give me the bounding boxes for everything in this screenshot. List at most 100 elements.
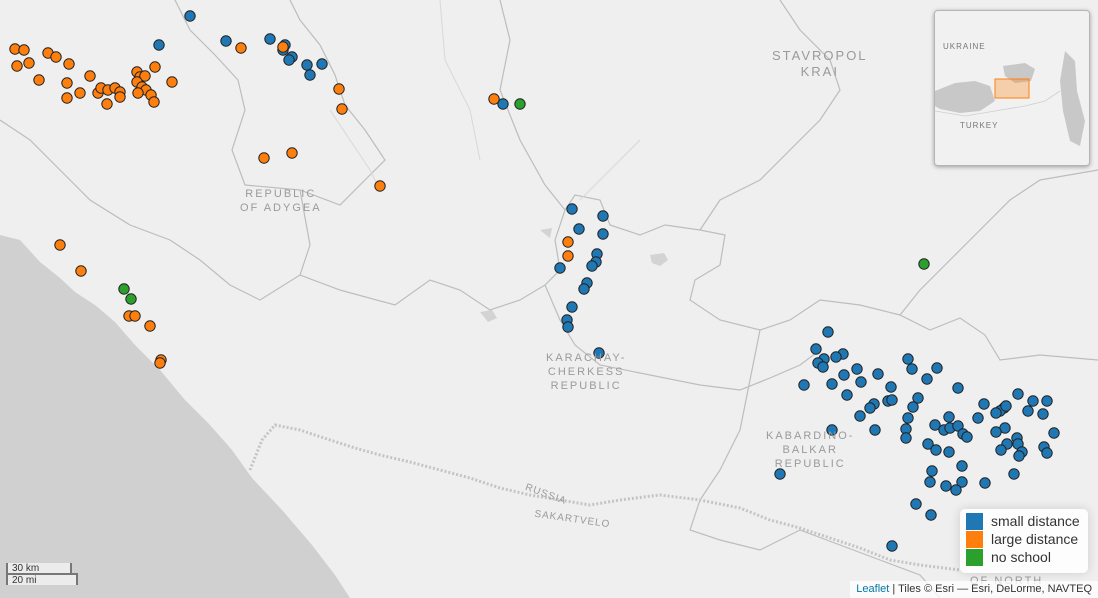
point-large-distance[interactable] — [166, 76, 178, 88]
point-large-distance[interactable] — [11, 60, 23, 72]
point-small-distance[interactable] — [925, 509, 937, 521]
point-small-distance[interactable] — [554, 262, 566, 274]
point-small-distance[interactable] — [972, 412, 984, 424]
point-small-distance[interactable] — [1008, 468, 1020, 480]
point-small-distance[interactable] — [1041, 447, 1053, 459]
point-no-school[interactable] — [514, 98, 526, 110]
point-small-distance[interactable] — [912, 392, 924, 404]
point-large-distance[interactable] — [33, 74, 45, 86]
point-small-distance[interactable] — [885, 381, 897, 393]
point-small-distance[interactable] — [995, 444, 1007, 456]
point-large-distance[interactable] — [336, 103, 348, 115]
point-small-distance[interactable] — [838, 369, 850, 381]
point-small-distance[interactable] — [943, 446, 955, 458]
point-small-distance[interactable] — [931, 362, 943, 374]
point-small-distance[interactable] — [1013, 450, 1025, 462]
point-small-distance[interactable] — [497, 98, 509, 110]
point-no-school[interactable] — [118, 283, 130, 295]
point-large-distance[interactable] — [114, 91, 126, 103]
point-large-distance[interactable] — [61, 92, 73, 104]
point-small-distance[interactable] — [566, 301, 578, 313]
point-small-distance[interactable] — [822, 326, 834, 338]
point-small-distance[interactable] — [1048, 427, 1060, 439]
point-no-school[interactable] — [125, 293, 137, 305]
point-large-distance[interactable] — [148, 96, 160, 108]
point-large-distance[interactable] — [333, 83, 345, 95]
point-large-distance[interactable] — [84, 70, 96, 82]
point-small-distance[interactable] — [864, 402, 876, 414]
point-large-distance[interactable] — [235, 42, 247, 54]
point-small-distance[interactable] — [872, 368, 884, 380]
point-large-distance[interactable] — [286, 147, 298, 159]
point-small-distance[interactable] — [943, 411, 955, 423]
point-small-distance[interactable] — [1000, 400, 1012, 412]
point-small-distance[interactable] — [826, 378, 838, 390]
point-small-distance[interactable] — [1041, 395, 1053, 407]
point-small-distance[interactable] — [906, 363, 918, 375]
point-large-distance[interactable] — [74, 87, 86, 99]
point-large-distance[interactable] — [54, 239, 66, 251]
point-small-distance[interactable] — [907, 401, 919, 413]
point-large-distance[interactable] — [562, 250, 574, 262]
point-small-distance[interactable] — [573, 223, 585, 235]
point-small-distance[interactable] — [851, 363, 863, 375]
point-small-distance[interactable] — [578, 283, 590, 295]
point-small-distance[interactable] — [886, 540, 898, 552]
point-large-distance[interactable] — [132, 87, 144, 99]
point-small-distance[interactable] — [264, 33, 276, 45]
point-large-distance[interactable] — [488, 93, 500, 105]
point-small-distance[interactable] — [978, 398, 990, 410]
point-small-distance[interactable] — [924, 476, 936, 488]
point-large-distance[interactable] — [277, 41, 289, 53]
point-large-distance[interactable] — [149, 61, 161, 73]
point-small-distance[interactable] — [900, 432, 912, 444]
point-small-distance[interactable] — [841, 389, 853, 401]
point-small-distance[interactable] — [316, 58, 328, 70]
point-small-distance[interactable] — [869, 424, 881, 436]
point-small-distance[interactable] — [817, 361, 829, 373]
point-large-distance[interactable] — [258, 152, 270, 164]
point-large-distance[interactable] — [61, 77, 73, 89]
point-small-distance[interactable] — [593, 347, 605, 359]
point-small-distance[interactable] — [930, 444, 942, 456]
point-small-distance[interactable] — [910, 498, 922, 510]
point-large-distance[interactable] — [101, 98, 113, 110]
point-small-distance[interactable] — [952, 382, 964, 394]
point-small-distance[interactable] — [184, 10, 196, 22]
point-large-distance[interactable] — [374, 180, 386, 192]
point-large-distance[interactable] — [139, 70, 151, 82]
point-small-distance[interactable] — [952, 420, 964, 432]
point-small-distance[interactable] — [921, 373, 933, 385]
point-small-distance[interactable] — [798, 379, 810, 391]
point-small-distance[interactable] — [566, 203, 578, 215]
point-small-distance[interactable] — [597, 210, 609, 222]
point-no-school[interactable] — [918, 258, 930, 270]
point-large-distance[interactable] — [129, 310, 141, 322]
point-small-distance[interactable] — [961, 431, 973, 443]
point-small-distance[interactable] — [826, 424, 838, 436]
point-large-distance[interactable] — [18, 44, 30, 56]
point-small-distance[interactable] — [855, 376, 867, 388]
point-small-distance[interactable] — [902, 353, 914, 365]
overview-inset-map[interactable]: UKRAINE TURKEY — [934, 10, 1090, 166]
point-large-distance[interactable] — [154, 357, 166, 369]
point-small-distance[interactable] — [1012, 388, 1024, 400]
point-small-distance[interactable] — [929, 419, 941, 431]
point-small-distance[interactable] — [586, 260, 598, 272]
point-large-distance[interactable] — [23, 57, 35, 69]
point-small-distance[interactable] — [810, 343, 822, 355]
point-small-distance[interactable] — [990, 407, 1002, 419]
point-small-distance[interactable] — [886, 394, 898, 406]
point-small-distance[interactable] — [926, 465, 938, 477]
point-small-distance[interactable] — [1022, 405, 1034, 417]
point-small-distance[interactable] — [902, 412, 914, 424]
point-small-distance[interactable] — [597, 228, 609, 240]
point-small-distance[interactable] — [979, 477, 991, 489]
point-large-distance[interactable] — [562, 236, 574, 248]
point-small-distance[interactable] — [922, 438, 934, 450]
point-large-distance[interactable] — [75, 265, 87, 277]
point-small-distance[interactable] — [1037, 408, 1049, 420]
point-small-distance[interactable] — [220, 35, 232, 47]
point-small-distance[interactable] — [950, 484, 962, 496]
